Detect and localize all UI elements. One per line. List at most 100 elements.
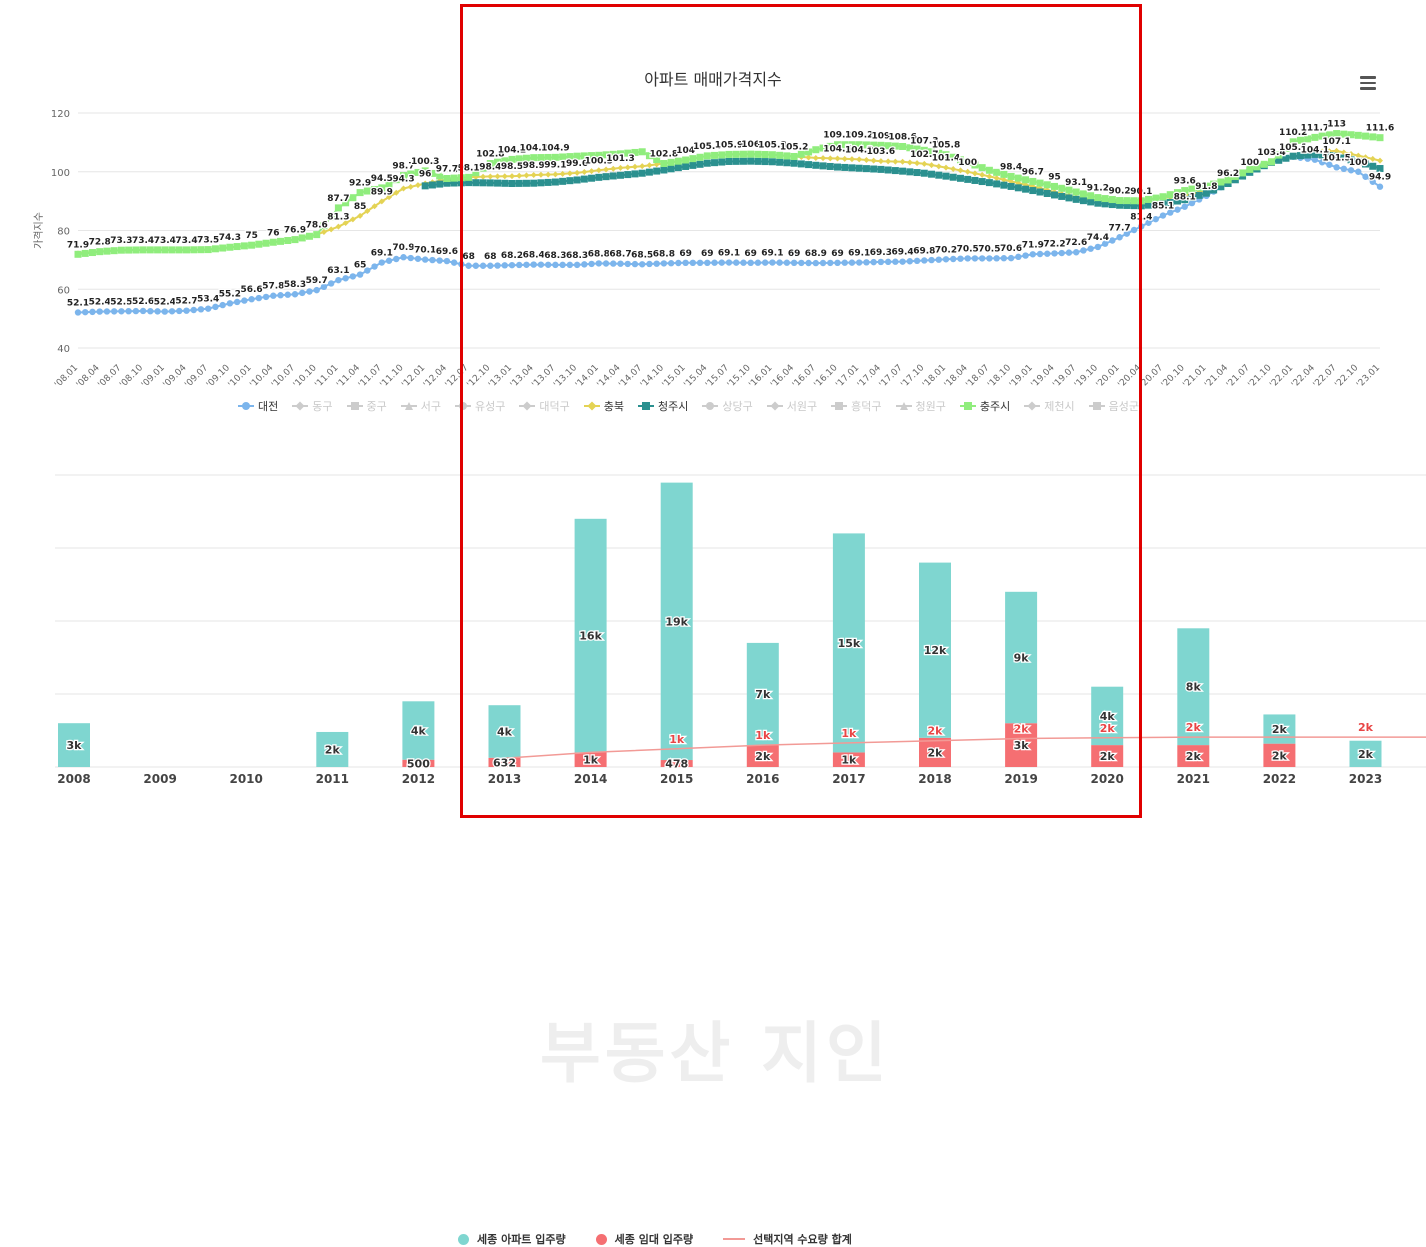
data-point xyxy=(653,168,660,175)
data-label: 68.5 xyxy=(631,250,653,260)
data-label: 107.1 xyxy=(1322,137,1350,147)
apartment-label: 9k xyxy=(1014,652,1030,665)
legend-item-상당구[interactable]: 상당구 xyxy=(702,398,752,414)
data-point xyxy=(241,242,248,249)
data-point xyxy=(668,159,675,166)
legend-label: 선택지역 수요량 합계 xyxy=(753,1231,852,1247)
legend-symbol-icon xyxy=(519,401,535,411)
data-label: 53.4 xyxy=(197,295,219,305)
data-point xyxy=(516,173,522,179)
x-tick-label: '22.10 xyxy=(1333,363,1360,390)
data-point xyxy=(422,256,428,262)
legend-item-서구[interactable]: 서구 xyxy=(401,398,441,414)
demand-label: 2k xyxy=(928,725,944,738)
x-tick-label: '15.01 xyxy=(661,363,688,390)
x-tick-label: '17.10 xyxy=(899,363,926,390)
data-point xyxy=(617,260,623,266)
data-point xyxy=(972,255,978,261)
apartment-label: 12k xyxy=(924,644,947,657)
data-label: 52.4 xyxy=(89,298,111,308)
legend-item-동구[interactable]: 동구 xyxy=(292,398,332,414)
data-point xyxy=(509,173,515,179)
data-label: 99.1 xyxy=(544,160,566,170)
data-point xyxy=(480,174,486,180)
y-tick-label: 120 xyxy=(51,109,70,120)
data-label: 91.2 xyxy=(1087,184,1109,194)
data-point xyxy=(552,171,558,177)
legend-item-유성구[interactable]: 유성구 xyxy=(455,398,505,414)
y-tick-label: 80 xyxy=(57,227,70,238)
legend-item-0[interactable]: 세종 아파트 입주량 xyxy=(458,1231,566,1247)
legend-item-청원구[interactable]: 청원구 xyxy=(896,398,946,414)
data-label: 70.1 xyxy=(414,246,436,256)
data-point xyxy=(1109,196,1116,203)
apartment-label: 16k xyxy=(579,630,602,643)
data-point xyxy=(878,158,884,164)
legend-item-충주시[interactable]: 충주시 xyxy=(960,398,1010,414)
x-tick-label: '20.04 xyxy=(1116,363,1143,390)
data-label: 69 xyxy=(744,249,757,259)
bar-chart-legend: 세종 아파트 입주량 세종 임대 입주량 선택지역 수요량 합계 xyxy=(458,1231,852,1247)
data-point xyxy=(625,261,631,267)
data-point xyxy=(1116,234,1122,240)
x-tick-label: 2017 xyxy=(832,772,865,786)
hamburger-menu-icon[interactable] xyxy=(1360,76,1376,90)
data-point xyxy=(841,164,848,171)
legend-item-대전[interactable]: 대전 xyxy=(238,398,278,414)
data-point xyxy=(994,175,1000,181)
x-tick-label: '08.01 xyxy=(53,363,80,390)
data-point xyxy=(458,261,464,267)
data-label: 105.2 xyxy=(780,142,808,152)
data-label: 87.7 xyxy=(327,194,349,204)
data-point xyxy=(75,251,82,258)
legend-item-2[interactable]: 선택지역 수요량 합계 xyxy=(723,1231,852,1247)
data-point xyxy=(473,263,479,269)
rent-label: 2k xyxy=(1186,750,1202,763)
legend-item-제천시[interactable]: 제천시 xyxy=(1024,398,1074,414)
data-label: 105.8 xyxy=(932,141,960,151)
data-point xyxy=(646,169,653,176)
legend-item-흥덕구[interactable]: 흥덕구 xyxy=(831,398,881,414)
data-point xyxy=(907,159,913,165)
data-point xyxy=(906,168,913,175)
data-point xyxy=(191,307,197,313)
data-point xyxy=(1138,197,1145,204)
data-label: 52.1 xyxy=(67,298,89,308)
x-tick-label: '16.04 xyxy=(769,363,796,390)
data-point xyxy=(856,259,862,265)
data-point xyxy=(1369,163,1376,170)
data-point xyxy=(241,297,247,303)
data-point xyxy=(111,308,117,314)
data-point xyxy=(747,151,754,158)
data-point xyxy=(545,172,551,178)
data-point xyxy=(617,172,624,179)
data-label: 52.7 xyxy=(175,297,197,307)
data-point xyxy=(458,174,465,181)
data-point xyxy=(118,247,125,254)
data-point xyxy=(465,263,471,269)
legend-item-1[interactable]: 세종 임대 입주량 xyxy=(596,1231,694,1247)
data-point xyxy=(574,170,580,176)
legend-label: 동구 xyxy=(312,398,332,414)
legend-item-중구[interactable]: 중구 xyxy=(347,398,387,414)
data-point xyxy=(596,167,602,173)
data-point xyxy=(943,173,950,180)
data-point xyxy=(1001,255,1007,261)
legend-item-음성군[interactable]: 음성군 xyxy=(1089,398,1139,414)
data-point xyxy=(1065,194,1072,201)
data-label: 70.2 xyxy=(935,245,957,255)
demand-label: 2k xyxy=(1358,721,1374,734)
x-tick-label: '18.01 xyxy=(921,363,948,390)
legend-item-대덕구[interactable]: 대덕구 xyxy=(519,398,569,414)
x-tick-label: '12.07 xyxy=(444,363,471,390)
data-point xyxy=(96,248,103,255)
legend-item-청주시[interactable]: 청주시 xyxy=(638,398,688,414)
legend-item-충북[interactable]: 충북 xyxy=(584,398,624,414)
data-point xyxy=(567,262,573,268)
data-point xyxy=(1073,196,1080,203)
data-point xyxy=(783,159,790,166)
data-point xyxy=(928,171,935,178)
data-label: 85 xyxy=(354,202,367,212)
data-point xyxy=(538,261,544,267)
legend-item-서원구[interactable]: 서원구 xyxy=(767,398,817,414)
